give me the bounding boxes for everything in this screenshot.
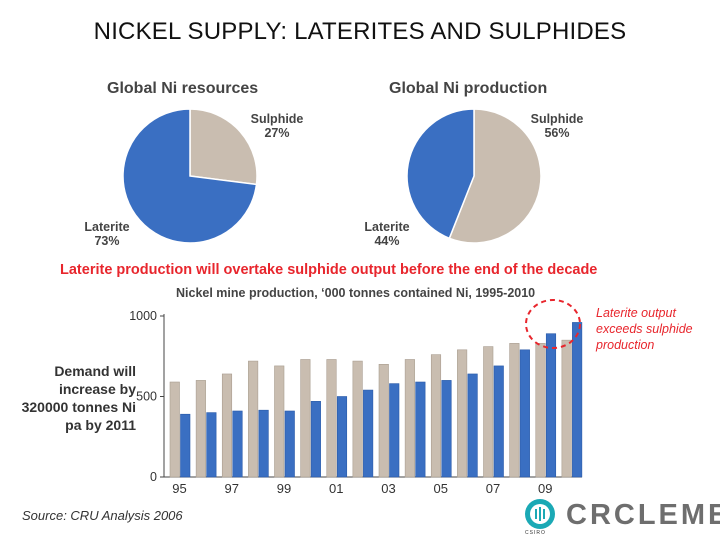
resources-sulphide-label: Sulphide 27% [244, 112, 310, 140]
resources-sulphide-value: 27% [264, 126, 290, 140]
production-laterite-value: 44% [374, 234, 400, 248]
headline: Laterite production will overtake sulphi… [60, 262, 598, 278]
bar-sulphide-98 [248, 360, 259, 478]
bar-sulphide-00 [300, 359, 311, 478]
bar-sulphide-03 [378, 363, 389, 478]
bar-laterite-04 [415, 381, 426, 478]
bar-sulphide-06 [457, 349, 468, 478]
resources-laterite-label: Laterite 73% [74, 220, 140, 248]
bar-sulphide-96 [195, 380, 206, 478]
x-tick-label-01: 01 [329, 481, 343, 496]
production-sulphide-value: 56% [544, 126, 570, 140]
bar-sulphide-01 [326, 359, 337, 478]
x-tick-label-99: 99 [277, 481, 291, 496]
bar-chart-marks [169, 322, 583, 478]
x-tick-label-03: 03 [381, 481, 395, 496]
bar-laterite-08 [519, 349, 530, 478]
x-tick-label-07: 07 [486, 481, 500, 496]
resources-slice-laterite [122, 108, 258, 244]
production-laterite-name: Laterite [364, 220, 410, 234]
bar-laterite-09 [545, 333, 557, 478]
bar-sulphide-04 [404, 359, 415, 478]
callout-text: Laterite output exceeds sulphide product… [596, 306, 693, 352]
bar-laterite-10 [572, 322, 583, 478]
x-tick-label-97: 97 [225, 481, 239, 496]
bar-chart-axes: 0 500 1000 95 97 99 01 03 05 07 09 [129, 309, 582, 496]
y-tick-label: 0 [150, 470, 157, 484]
resources-slice-sulphide [189, 108, 258, 186]
resources-pie [122, 108, 258, 244]
csiro-logo-icon [525, 499, 555, 529]
bar-sulphide-09 [535, 343, 546, 478]
bar-sulphide-10 [561, 339, 572, 478]
production-pie [406, 108, 542, 244]
bar-chart-title: Nickel mine production, ‘000 tonnes cont… [176, 286, 536, 300]
bar-sulphide-99 [274, 365, 285, 478]
production-slice-sulphide [448, 108, 542, 244]
bar-sulphide-95 [169, 381, 180, 478]
bar-laterite-95 [180, 413, 191, 478]
crcleme-logo: CRCLEME [566, 499, 720, 531]
bar-sulphide-05 [430, 354, 442, 478]
production-laterite-label: Laterite 44% [354, 220, 420, 248]
bar-laterite-00 [310, 401, 321, 478]
bar-laterite-07 [493, 365, 504, 478]
resources-sulphide-name: Sulphide [250, 112, 304, 126]
bar-sulphide-97 [221, 373, 233, 478]
bar-laterite-97 [232, 410, 243, 478]
y-tick-label: 1000 [129, 309, 157, 323]
bar-laterite-06 [467, 373, 478, 478]
slide-title: NICKEL SUPPLY: LATERITES AND SULPHIDES [93, 18, 627, 45]
source-note: Source: CRU Analysis 2006 [22, 508, 183, 523]
callout-circle [525, 299, 581, 349]
bar-laterite-02 [363, 389, 374, 478]
bar-laterite-05 [441, 380, 452, 478]
resources-pie-title: Global Ni resources [107, 80, 259, 97]
bar-laterite-03 [389, 383, 400, 478]
x-tick-label-09: 09 [538, 481, 552, 496]
production-sulphide-label: Sulphide 56% [524, 112, 590, 140]
bar-sulphide-02 [352, 360, 363, 478]
production-pie-title: Global Ni production [389, 80, 548, 97]
y-tick-label: 500 [136, 390, 157, 404]
bar-sulphide-08 [509, 343, 520, 478]
bar-sulphide-07 [483, 346, 494, 478]
csiro-logo-text: CSIRO [525, 530, 546, 536]
x-tick-label-05: 05 [434, 481, 448, 496]
resources-laterite-value: 73% [94, 234, 120, 248]
production-sulphide-name: Sulphide [530, 112, 584, 126]
bar-laterite-01 [336, 396, 348, 478]
x-tick-label-95: 95 [172, 481, 186, 496]
resources-laterite-name: Laterite [84, 220, 130, 234]
bar-laterite-98 [258, 409, 269, 478]
bar-laterite-99 [284, 410, 295, 478]
demand-note: Demand will increase by 320000 tonnes Ni… [21, 363, 136, 433]
bar-laterite-96 [206, 412, 217, 478]
production-slice-laterite [406, 108, 475, 240]
